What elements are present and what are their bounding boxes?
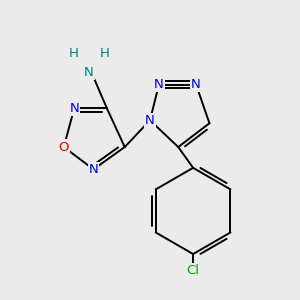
Text: N: N bbox=[191, 78, 201, 91]
Text: Cl: Cl bbox=[187, 264, 200, 277]
Text: N: N bbox=[89, 163, 98, 176]
Text: N: N bbox=[145, 114, 155, 127]
Text: N: N bbox=[84, 66, 94, 79]
Text: H: H bbox=[69, 47, 79, 60]
Text: H: H bbox=[100, 47, 110, 60]
Text: N: N bbox=[69, 102, 79, 115]
Text: N: N bbox=[154, 78, 164, 91]
Text: O: O bbox=[58, 140, 69, 154]
